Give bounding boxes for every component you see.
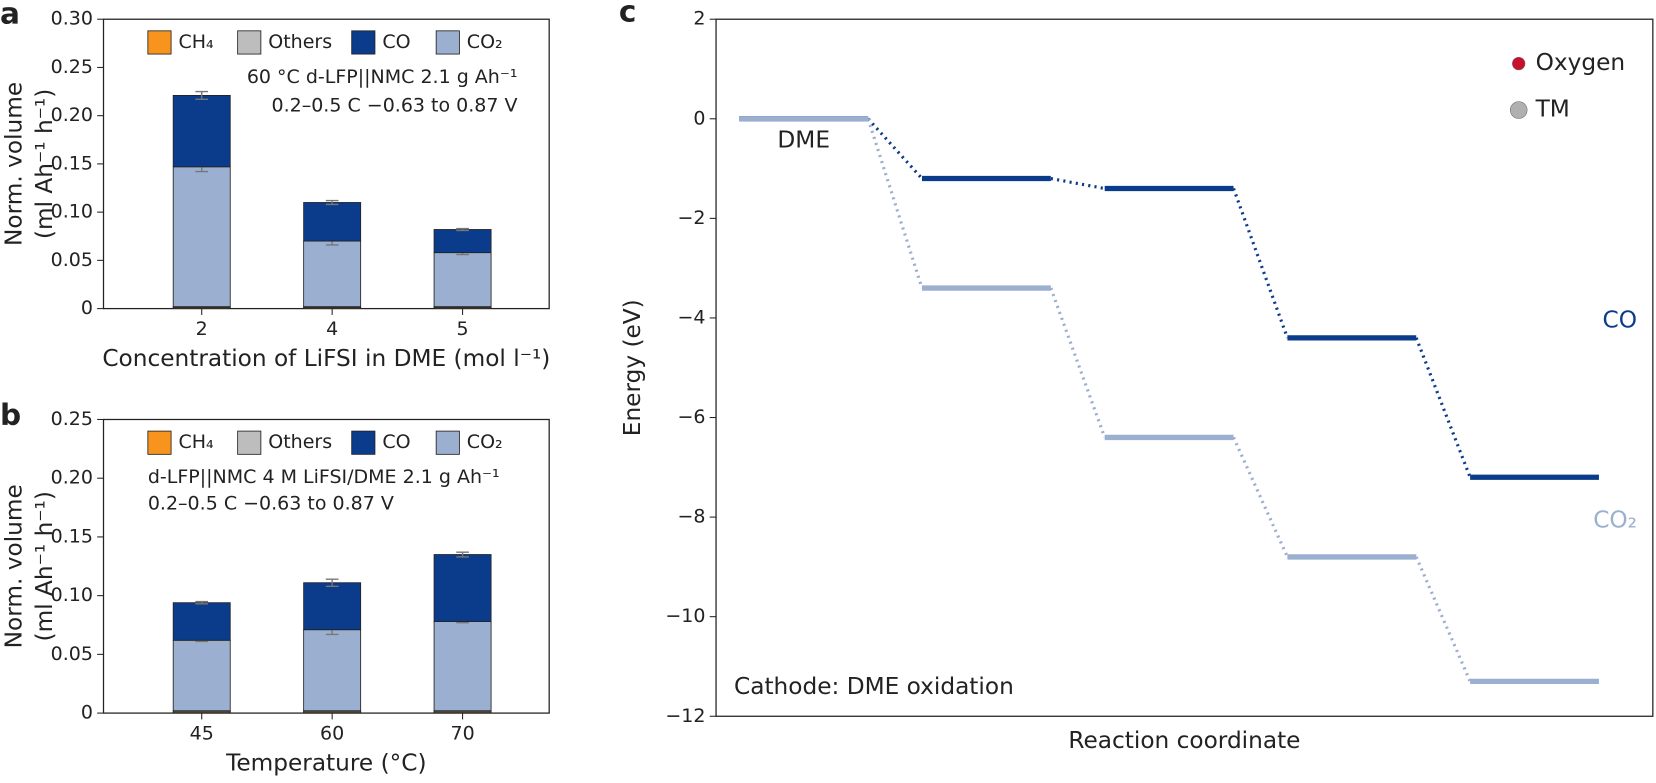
legend-label: Others bbox=[268, 431, 332, 453]
annotation: Cathode: DME oxidation bbox=[734, 673, 1014, 700]
legend-label: Others bbox=[268, 31, 332, 53]
y-tick-label: 0.05 bbox=[51, 643, 93, 665]
legend-label: CO bbox=[382, 431, 410, 453]
x-tick-label: 4 bbox=[326, 318, 338, 340]
axes-frame bbox=[715, 18, 1654, 717]
y-tick-label: −10 bbox=[665, 605, 705, 627]
annotation: 0.2–0.5 C −0.63 to 0.87 V bbox=[148, 492, 394, 514]
legend-label: CO bbox=[382, 31, 410, 53]
panel-label: b bbox=[0, 398, 21, 432]
level-label: DME bbox=[777, 126, 830, 153]
y-axis-label: Norm. volume bbox=[0, 484, 27, 648]
bar-segment bbox=[303, 240, 362, 308]
legend-swatch bbox=[435, 30, 460, 55]
x-axis-label: Temperature (°C) bbox=[225, 749, 426, 776]
bar-segment bbox=[172, 602, 231, 641]
bar-segment bbox=[303, 629, 362, 712]
y-axis-label: (ml Ah⁻¹ h⁻¹) bbox=[31, 491, 58, 641]
path-label: CO bbox=[1602, 306, 1636, 333]
x-axis-label: Reaction coordinate bbox=[1068, 727, 1300, 754]
y-axis-label: Norm. volume bbox=[0, 82, 27, 246]
y-axis-label: (ml Ah⁻¹ h⁻¹) bbox=[31, 89, 58, 239]
panel-label: c bbox=[619, 0, 637, 28]
bar-segment bbox=[303, 582, 362, 631]
connector bbox=[1050, 176, 1105, 191]
y-tick-label: 0.20 bbox=[51, 104, 93, 126]
annotation: 60 °C d-LFP||NMC 2.1 g Ah⁻¹ bbox=[247, 66, 518, 88]
y-tick-label: −6 bbox=[677, 406, 705, 428]
connector bbox=[1049, 287, 1107, 438]
legend-label: CO₂ bbox=[467, 31, 503, 53]
legend-swatch bbox=[435, 430, 460, 455]
panel-label: a bbox=[0, 0, 20, 30]
y-tick-label: 0.25 bbox=[51, 56, 93, 78]
legend-swatch bbox=[147, 30, 172, 55]
error-bar bbox=[325, 578, 339, 587]
bar-segment bbox=[172, 639, 231, 712]
y-tick-label: 2 bbox=[693, 8, 705, 30]
legend-label: Oxygen bbox=[1536, 49, 1626, 76]
y-tick-label: −8 bbox=[677, 506, 705, 528]
x-tick-label: 70 bbox=[450, 723, 474, 745]
y-tick-label: 0.20 bbox=[51, 467, 93, 489]
legend-marker bbox=[1509, 101, 1528, 119]
y-axis-label: Energy (eV) bbox=[619, 299, 646, 436]
y-tick-label: −12 bbox=[665, 705, 705, 727]
bar-segment bbox=[303, 202, 362, 242]
bar-segment bbox=[433, 252, 492, 308]
y-tick-label: 0.05 bbox=[51, 249, 93, 271]
error-bar bbox=[456, 551, 469, 558]
y-tick-label: 0.10 bbox=[51, 201, 93, 223]
legend-label: CH₄ bbox=[178, 431, 214, 453]
error-bar bbox=[456, 227, 469, 232]
error-bar bbox=[195, 90, 209, 100]
y-tick-label: 0 bbox=[81, 702, 93, 724]
x-axis-label: Concentration of LiFSI in DME (mol l⁻¹) bbox=[102, 345, 550, 372]
annotation: d-LFP||NMC 4 M LiFSI/DME 2.1 g Ah⁻¹ bbox=[148, 466, 500, 488]
x-tick-label: 5 bbox=[457, 318, 469, 340]
y-tick-label: 0.10 bbox=[51, 584, 93, 606]
legend-label: CO₂ bbox=[467, 431, 503, 453]
legend-swatch bbox=[237, 430, 262, 455]
connector bbox=[866, 118, 924, 289]
bar-segment bbox=[172, 166, 231, 308]
connector bbox=[1232, 436, 1289, 558]
y-tick-label: 0 bbox=[693, 107, 705, 129]
x-tick-label: 45 bbox=[190, 723, 214, 745]
y-tick-label: 0.15 bbox=[51, 152, 93, 174]
legend-swatch bbox=[351, 30, 376, 55]
y-tick-label: 0.25 bbox=[51, 408, 93, 430]
legend-label: CH₄ bbox=[178, 31, 214, 53]
legend-label: TM bbox=[1535, 96, 1570, 123]
y-tick-label: 0 bbox=[81, 297, 93, 319]
x-tick-label: 2 bbox=[196, 318, 208, 340]
bar-segment bbox=[433, 621, 492, 712]
x-tick-label: 60 bbox=[320, 723, 344, 745]
y-tick-label: −2 bbox=[677, 207, 705, 229]
connector bbox=[1232, 187, 1289, 339]
connector bbox=[866, 117, 924, 180]
legend-marker bbox=[1512, 56, 1526, 71]
path-label: CO₂ bbox=[1593, 506, 1637, 533]
legend-swatch bbox=[147, 430, 172, 455]
y-tick-label: 0.15 bbox=[51, 525, 93, 547]
legend-swatch bbox=[237, 30, 262, 55]
legend-swatch bbox=[351, 430, 376, 455]
bar-segment bbox=[433, 229, 492, 254]
y-tick-label: 0.30 bbox=[51, 8, 93, 30]
error-bar bbox=[195, 600, 209, 605]
y-tick-label: −4 bbox=[677, 306, 705, 328]
connector bbox=[1414, 337, 1472, 478]
bar-segment bbox=[172, 94, 231, 168]
connector bbox=[1414, 556, 1472, 683]
annotation: 0.2–0.5 C −0.63 to 0.87 V bbox=[272, 94, 518, 116]
bar-segment bbox=[433, 554, 492, 622]
error-bar bbox=[325, 199, 339, 206]
